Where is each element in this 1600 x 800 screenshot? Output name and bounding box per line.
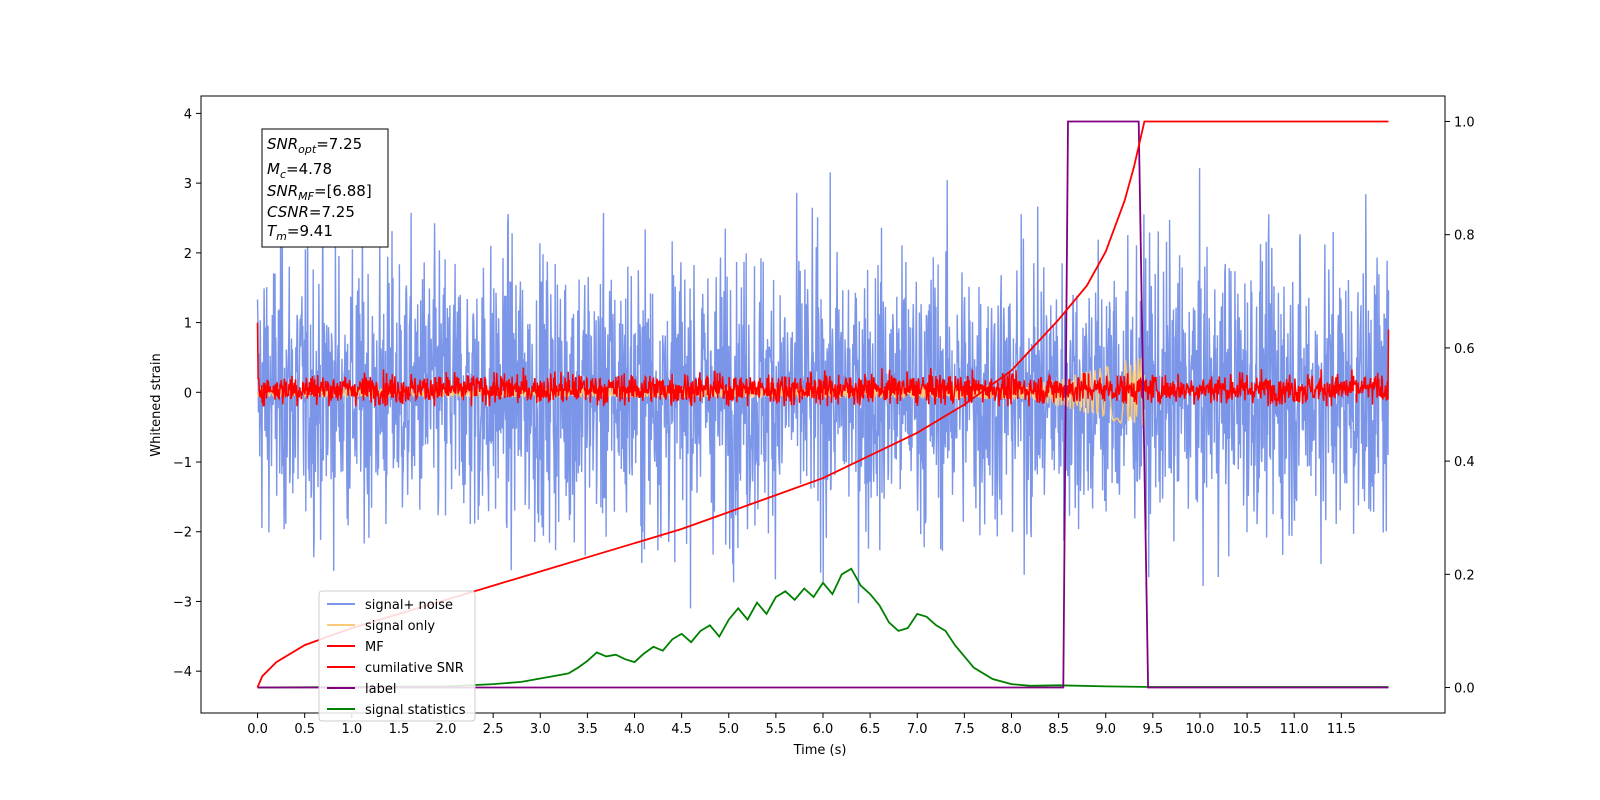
- y-axis-label: Whitened strain: [149, 353, 164, 456]
- y-tick-label: 4: [184, 107, 192, 122]
- annotation-tm: Tm=9.41: [267, 222, 333, 243]
- legend-label-label: label: [365, 682, 396, 697]
- x-tick-label: 11.5: [1327, 722, 1356, 737]
- x-tick-label: 3.0: [530, 722, 551, 737]
- y-tick-label: 0: [184, 386, 192, 401]
- y-tick-label: 1: [184, 317, 192, 332]
- y2-tick-label: 0.0: [1454, 682, 1475, 697]
- y-tick-label: 3: [184, 177, 192, 192]
- x-tick-label: 2.0: [436, 722, 457, 737]
- y-tick-label: −4: [173, 665, 192, 680]
- x-tick-label: 9.5: [1143, 722, 1164, 737]
- x-tick-label: 4.0: [624, 722, 645, 737]
- y-tick-label: −1: [173, 456, 192, 471]
- annotation-frame: [261, 128, 389, 248]
- x-axis-label: Time (s): [793, 743, 847, 758]
- legend-frame: [318, 590, 476, 722]
- annotation-mc: Mc=4.78: [267, 160, 332, 181]
- x-tick-label: 4.5: [671, 722, 692, 737]
- x-tick-label: 10.0: [1185, 722, 1214, 737]
- legend-label-signal-noise: signal+ noise: [365, 598, 453, 613]
- y-tick-label: −2: [173, 526, 192, 541]
- y2-tick-label: 0.6: [1454, 342, 1475, 357]
- x-tick-label: 11.0: [1280, 722, 1309, 737]
- x-tick-label: 1.5: [389, 722, 410, 737]
- series-signal-statistics: [257, 567, 1389, 689]
- legend-label-signal-only: signal only: [365, 619, 435, 634]
- annotation-snr-mf: SNRMF=[6.88]: [267, 182, 372, 203]
- series-label: [257, 120, 1389, 689]
- x-tick-label: 3.5: [577, 722, 598, 737]
- y-tick-label: −3: [173, 595, 192, 610]
- x-tick-label: 7.5: [954, 722, 975, 737]
- legend-label-signal-statistics: signal statistics: [365, 703, 466, 718]
- axes: 0.0 0.5 1.0 1.5 2.0 2.5 3.0 3.5 4.0 4.5 5.0 5.5 6.0 6…: [173, 107, 1475, 737]
- x-tick-label: 5.0: [718, 722, 739, 737]
- legend-label-mf: MF: [365, 640, 384, 655]
- x-tick-label: 0.0: [247, 722, 268, 737]
- y2-tick-label: 1.0: [1454, 115, 1475, 130]
- annotation-csnr: CSNR=7.25: [267, 203, 355, 221]
- annotation-box: SNRopt=7.25 Mc=4.78 SNRMF=[6.88] CSNR=7.…: [261, 128, 389, 248]
- plot-area: [256, 120, 1390, 689]
- x-tick-label: 1.0: [341, 722, 362, 737]
- y2-tick-label: 0.2: [1454, 568, 1475, 583]
- y2-tick-label: 0.8: [1454, 229, 1475, 244]
- y2-tick-label: 0.4: [1454, 455, 1475, 470]
- x-tick-label: 10.5: [1233, 722, 1262, 737]
- x-tick-label: 5.5: [766, 722, 787, 737]
- x-tick-label: 7.0: [907, 722, 928, 737]
- legend-label-cumulative-snr: cumilative SNR: [365, 661, 464, 676]
- y-tick-label: 2: [184, 247, 192, 262]
- x-tick-label: 6.0: [813, 722, 834, 737]
- series-mf: [256, 322, 1390, 407]
- x-tick-label: 2.5: [483, 722, 504, 737]
- legend: signal+ noise signal only MF cumilative …: [318, 590, 476, 722]
- x-tick-label: 8.5: [1048, 722, 1069, 737]
- annotation-snr-opt: SNRopt=7.25: [267, 135, 362, 156]
- x-tick-label: 0.5: [294, 722, 315, 737]
- x-tick-label: 6.5: [860, 722, 881, 737]
- x-tick-label: 9.0: [1095, 722, 1116, 737]
- x-tick-label: 8.0: [1001, 722, 1022, 737]
